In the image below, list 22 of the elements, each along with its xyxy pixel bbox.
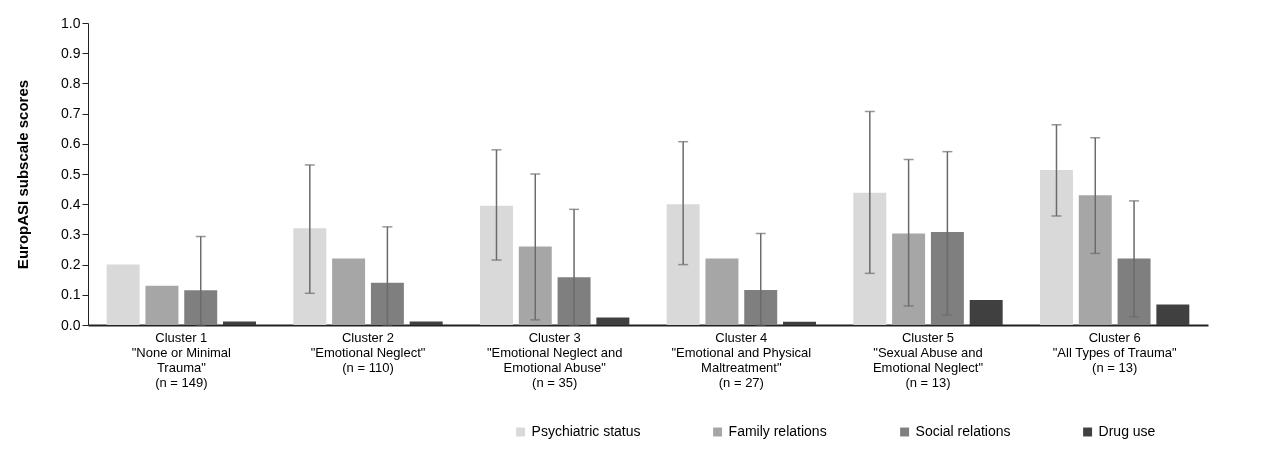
legend-label: Drug use [1098,423,1156,439]
x-tick-label: Cluster 2 "Emotional Neglect" (n = 110) [310,329,426,375]
y-tick-label: 0.4 [61,195,81,212]
x-tick-label: Cluster 3 "Emotional Neglect and Emotional Abuse" (n = 35) [486,329,623,390]
y-tick-label: 0.1 [61,286,81,303]
y-tick-label: 0.0 [61,316,81,333]
x-tick-label: Cluster 4 "Emotional and Physical Maltreatment" (n = 27) [671,329,812,390]
y-tick-label: 0.8 [61,74,81,91]
legend-label: Psychiatric status [531,423,641,439]
x-tick-label: Cluster 6 "All Types of Trauma" (n = 13) [1052,329,1177,375]
y-axis-title: EuropASI subscale scores [14,79,32,270]
y-tick-label: 0.5 [61,165,81,182]
y-tick-label: 0.9 [61,44,81,61]
y-tick-label: 0.7 [61,105,81,122]
legend-label: Family relations [728,423,827,439]
x-tick-label: Cluster 1 "None or Minimal Trauma" (n = 149) [131,329,232,390]
x-tick-label: Cluster 5 "Sexual Abuse and Emotional Neglect" (n = 13) [872,329,984,390]
y-tick-label: 0.2 [61,256,81,273]
y-tick-label: 0.3 [61,225,81,242]
y-tick-label: 1.0 [61,14,81,31]
y-tick-label: 0.6 [61,135,81,152]
legend-label: Social relations [915,423,1011,439]
